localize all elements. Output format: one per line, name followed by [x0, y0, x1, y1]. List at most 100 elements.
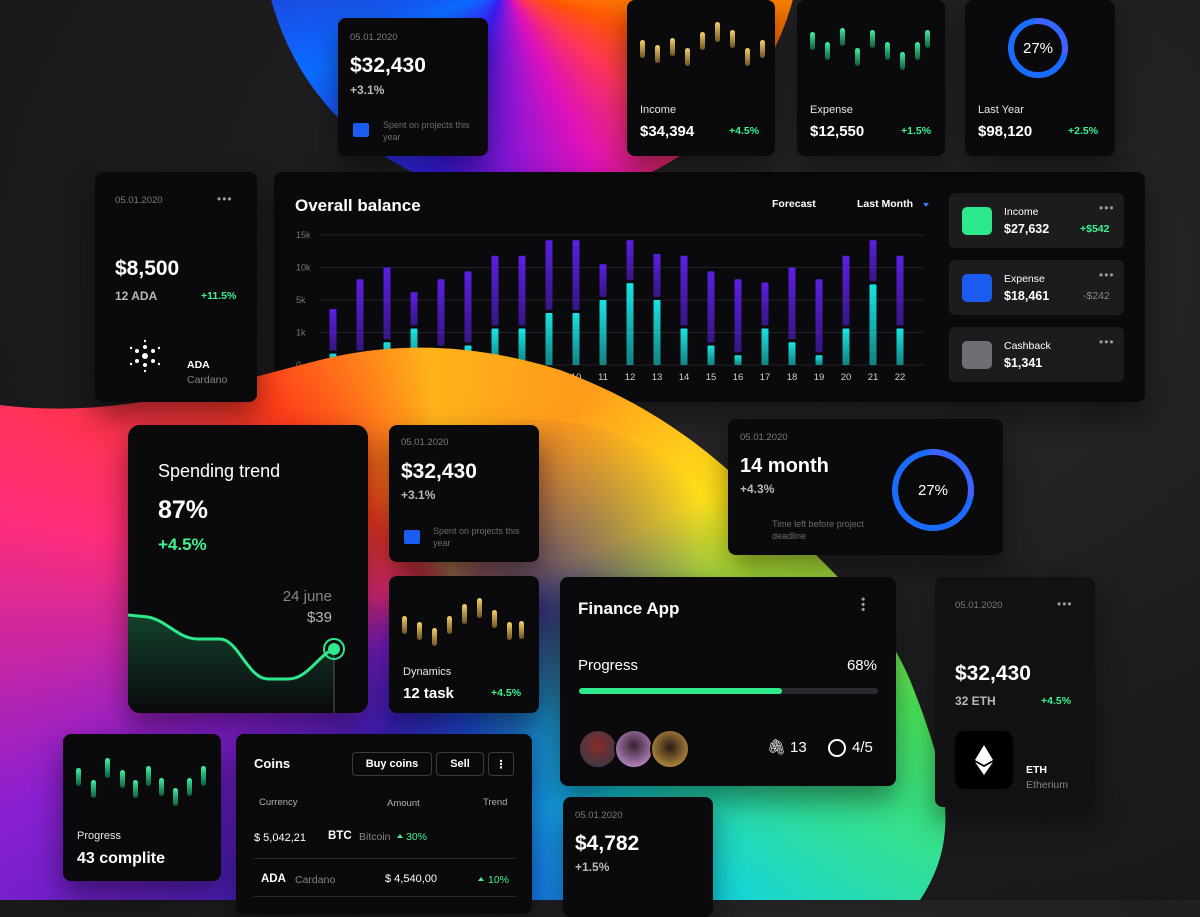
title: Spending trend	[158, 461, 281, 481]
decor-bars	[402, 598, 524, 646]
menu[interactable]: •••	[1099, 201, 1115, 215]
trend: 10%	[488, 874, 510, 886]
change: +4.5%	[729, 125, 760, 137]
menu[interactable]: •••	[1057, 597, 1073, 611]
bar	[788, 342, 796, 365]
x-tick-label: 19	[814, 372, 825, 383]
bar	[815, 355, 823, 365]
coin-name: Bitcoin	[359, 831, 391, 843]
label: Progress	[77, 830, 122, 842]
summary-row[interactable]: Expense $18,461 -$242 •••	[949, 260, 1124, 315]
chart-icon	[353, 123, 369, 137]
amount: $8,500	[115, 257, 180, 280]
amount: $ 4,540,00	[385, 873, 437, 885]
sell-button[interactable]: Sell	[436, 752, 484, 776]
divider	[254, 896, 516, 897]
change: -$242	[1083, 290, 1110, 302]
attach-icon: 🖇	[767, 739, 787, 756]
bar	[518, 255, 526, 326]
date: 05.01.2020	[740, 432, 788, 443]
units: 12 ADA	[115, 289, 158, 303]
avatar	[578, 729, 618, 769]
summary-row[interactable]: Income $27,632 +$542 •••	[949, 193, 1124, 248]
y-tick-label: 15k	[296, 230, 311, 240]
eth-icon	[955, 731, 1013, 789]
menu[interactable]: •••	[217, 192, 233, 206]
change: +4.5%	[491, 687, 522, 699]
check-icon	[828, 739, 846, 757]
bar	[761, 282, 769, 326]
summary-row[interactable]: Cashback $1,341 •••	[949, 327, 1124, 382]
progress-card: Progress 43 complite	[63, 734, 221, 881]
change: +11.5%	[201, 290, 237, 302]
point-date: 24 june	[282, 588, 332, 605]
amount: $12,550	[810, 123, 865, 140]
bar	[734, 279, 742, 353]
x-tick-label: 20	[841, 372, 852, 383]
progress-label: Progress	[578, 657, 639, 674]
income-icon	[962, 207, 992, 235]
period-select[interactable]: Last Month	[857, 198, 913, 210]
coin-name: Cardano	[295, 874, 336, 886]
bar	[545, 313, 553, 365]
progress-fill	[579, 688, 783, 694]
bar	[707, 271, 715, 343]
bar	[842, 328, 850, 365]
ring-label: 27%	[1023, 40, 1053, 57]
label: Expense	[810, 104, 853, 116]
bar	[437, 279, 445, 346]
date: 05.01.2020	[350, 32, 398, 43]
menu[interactable]: •••	[856, 597, 870, 613]
amount: $98,120	[978, 123, 1033, 140]
menu[interactable]: •••	[1099, 335, 1115, 349]
bar	[815, 279, 823, 353]
amount: $32,430	[955, 662, 1031, 685]
bar	[329, 308, 337, 351]
note: Spent on projects this year	[433, 526, 520, 548]
label: Dynamics	[403, 666, 452, 678]
ada-card: 05.01.2020 ••• $8,500 12 ADA +11.5% ADA …	[95, 172, 257, 402]
x-tick-label: 12	[625, 372, 636, 383]
ring: 27%	[892, 449, 974, 531]
expense-icon	[962, 274, 992, 302]
bar	[788, 267, 796, 340]
decor-bars	[810, 28, 930, 70]
buy-button[interactable]: Buy coins	[352, 752, 432, 776]
coins-card: Coins Buy coins Sell ⋮ Currency Amount T…	[236, 734, 532, 914]
x-tick-label: 15	[706, 372, 717, 383]
bar	[572, 240, 580, 310]
symbol: BTC	[328, 830, 352, 842]
divider	[254, 858, 516, 859]
ring-arc	[892, 449, 974, 531]
point-amount: $39	[306, 609, 332, 626]
amount: $4,782	[575, 832, 640, 855]
menu[interactable]: •••	[1099, 268, 1115, 282]
change: +2.5%	[1068, 125, 1099, 137]
bar	[869, 240, 877, 282]
change: +3.1%	[350, 83, 385, 97]
ada-icon	[129, 339, 161, 373]
bar	[869, 284, 877, 365]
more-button[interactable]: ⋮	[488, 752, 514, 776]
amount: $32,430	[350, 54, 426, 77]
dynamics-card: Dynamics 12 task +4.5%	[389, 576, 539, 713]
x-tick-label: 16	[733, 372, 744, 383]
y-tick-label: 0	[296, 360, 301, 370]
bar	[680, 255, 688, 326]
note: Time left before project deadline	[772, 519, 864, 541]
change: +4.5%	[1041, 695, 1072, 707]
value: 43 complite	[77, 850, 166, 867]
label: Last Year	[978, 104, 1024, 116]
bar	[383, 267, 391, 340]
column-header: Trend	[483, 797, 508, 808]
x-tick-label: 17	[760, 372, 771, 383]
x-tick-label: 22	[895, 372, 906, 383]
bar	[464, 271, 472, 343]
x-tick-label: 11	[598, 372, 608, 383]
bar	[518, 328, 526, 365]
title: Overall balance	[295, 196, 421, 215]
symbol: ADA	[261, 873, 286, 885]
change: +4.3%	[740, 482, 775, 496]
forecast-tab[interactable]: Forecast	[772, 198, 816, 210]
y-tick-label: 5k	[296, 295, 306, 305]
